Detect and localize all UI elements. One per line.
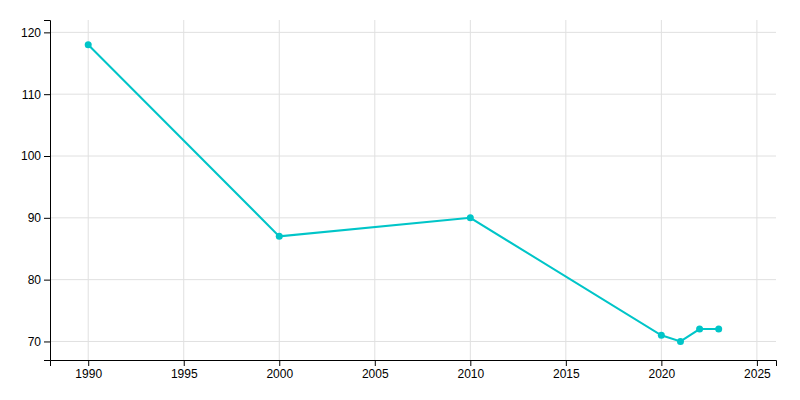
x-tick-label: 2015 bbox=[553, 367, 580, 381]
grid-line bbox=[50, 156, 776, 157]
x-tick-mark bbox=[661, 360, 662, 366]
y-tick: 80 bbox=[28, 273, 50, 287]
grid-line bbox=[50, 32, 776, 33]
y-tick-mark bbox=[44, 156, 50, 157]
point bbox=[467, 214, 474, 221]
point bbox=[276, 233, 283, 240]
grid-line bbox=[50, 217, 776, 218]
line bbox=[88, 45, 718, 342]
x-tick: 2025 bbox=[744, 360, 771, 381]
grid-line bbox=[50, 341, 776, 342]
x-tick: 2000 bbox=[266, 360, 293, 381]
point bbox=[696, 326, 703, 333]
grid-line bbox=[470, 20, 471, 360]
grid-line bbox=[756, 20, 757, 360]
y-tick-mark bbox=[44, 280, 50, 281]
plot: 1990 1995 2000 2005 2010 2015 2020 2025 70 80 90 10… bbox=[21, 20, 777, 381]
series bbox=[85, 41, 722, 345]
point bbox=[677, 338, 684, 345]
grid-line bbox=[50, 94, 776, 95]
y-tick-label: 80 bbox=[28, 273, 42, 287]
y-tick: 120 bbox=[21, 26, 50, 40]
point bbox=[658, 332, 665, 339]
x-axis-line bbox=[51, 361, 777, 367]
y-tick-label: 70 bbox=[28, 335, 42, 349]
x-tick-mark bbox=[88, 360, 89, 366]
y-tick-label: 90 bbox=[28, 211, 42, 225]
x-tick-mark bbox=[566, 360, 567, 366]
y-tick: 70 bbox=[28, 335, 50, 349]
y-tick-mark bbox=[44, 341, 50, 342]
y-tick: 100 bbox=[21, 149, 50, 163]
x-tick-label: 1995 bbox=[171, 367, 198, 381]
x-tick: 2015 bbox=[553, 360, 580, 381]
y-tick-label: 120 bbox=[21, 26, 41, 40]
y-axis-line bbox=[44, 21, 51, 361]
y-tick: 110 bbox=[22, 88, 50, 102]
x-tick-mark bbox=[757, 360, 758, 366]
chart: 1990 1995 2000 2005 2010 2015 2020 2025 70 80 90 10… bbox=[0, 0, 800, 400]
x-tick: 2020 bbox=[649, 360, 676, 381]
point bbox=[715, 326, 722, 333]
grid-line bbox=[661, 20, 662, 360]
x-tick: 2005 bbox=[362, 360, 389, 381]
point bbox=[85, 41, 92, 48]
y-tick-mark bbox=[44, 32, 50, 33]
x-tick: 2010 bbox=[457, 360, 484, 381]
y-tick-mark bbox=[44, 218, 50, 219]
grid-line bbox=[183, 20, 184, 360]
x-tick-label: 2000 bbox=[266, 367, 293, 381]
grid-line bbox=[279, 20, 280, 360]
x-tick: 1990 bbox=[75, 360, 102, 381]
x-tick-mark bbox=[375, 360, 376, 366]
y-axis: 70 80 90 100 110 120 bbox=[21, 21, 51, 361]
x-tick-label: 1990 bbox=[75, 367, 102, 381]
x-tick-label: 2005 bbox=[362, 367, 389, 381]
x-tick-label: 2010 bbox=[457, 367, 484, 381]
grid-line bbox=[88, 20, 89, 360]
x-tick: 1995 bbox=[171, 360, 198, 381]
x-tick-mark bbox=[470, 360, 471, 366]
grid-line bbox=[565, 20, 566, 360]
x-tick-mark bbox=[184, 360, 185, 366]
y-tick-label: 110 bbox=[22, 88, 41, 102]
x-tick-label: 2025 bbox=[744, 367, 771, 381]
y-tick: 90 bbox=[28, 211, 50, 225]
x-tick-label: 2020 bbox=[649, 367, 676, 381]
x-axis: 1990 1995 2000 2005 2010 2015 2020 2025 bbox=[51, 360, 777, 381]
grid-line bbox=[374, 20, 375, 360]
x-tick-mark bbox=[279, 360, 280, 366]
grid-line bbox=[50, 279, 776, 280]
y-tick-label: 100 bbox=[21, 149, 41, 163]
y-tick-mark bbox=[44, 94, 50, 95]
grid bbox=[50, 20, 776, 360]
